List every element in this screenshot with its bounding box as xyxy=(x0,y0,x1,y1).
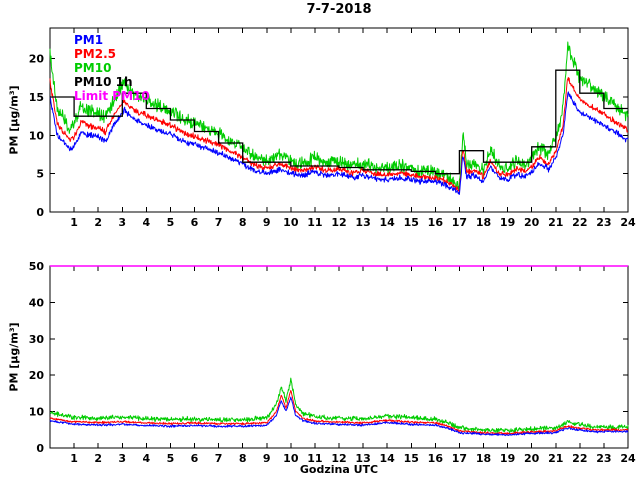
y-tick-label: 5 xyxy=(36,168,44,181)
x-tick-label: 10 xyxy=(283,452,299,465)
x-tick-label: 22 xyxy=(572,216,587,229)
x-tick-label: 8 xyxy=(239,216,247,229)
y-tick-label: 0 xyxy=(36,206,44,219)
y-tick-label: 50 xyxy=(29,260,45,273)
x-tick-label: 16 xyxy=(428,216,444,229)
legend-label-Limit-PM10: Limit PM10 xyxy=(74,89,150,103)
x-tick-label: 24 xyxy=(620,216,636,229)
x-tick-label: 14 xyxy=(380,216,396,229)
x-tick-label: 16 xyxy=(428,452,444,465)
legend-label-PM1: PM1 xyxy=(74,33,103,47)
x-tick-label: 21 xyxy=(548,452,563,465)
x-tick-label: 17 xyxy=(452,452,467,465)
x-tick-label: 3 xyxy=(118,452,126,465)
y-tick-label: 40 xyxy=(29,296,45,309)
series-PM10-1h xyxy=(50,69,628,175)
series-PM2.5 xyxy=(49,77,629,194)
y-tick-label: 20 xyxy=(29,53,45,66)
y-tick-label: 0 xyxy=(36,442,44,455)
y-tick-label: 30 xyxy=(29,333,45,346)
x-axis-label: Godzina UTC xyxy=(299,463,379,476)
x-tick-label: 20 xyxy=(524,452,540,465)
x-tick-label: 19 xyxy=(500,216,515,229)
x-tick-label: 5 xyxy=(167,452,175,465)
x-tick-label: 20 xyxy=(524,216,540,229)
y-tick-label: 15 xyxy=(29,91,44,104)
x-tick-label: 3 xyxy=(118,216,126,229)
x-tick-label: 14 xyxy=(380,452,396,465)
x-tick-label: 15 xyxy=(404,216,419,229)
x-tick-label: 18 xyxy=(476,452,491,465)
x-tick-label: 8 xyxy=(239,452,247,465)
x-tick-label: 12 xyxy=(331,216,346,229)
x-tick-label: 5 xyxy=(167,216,175,229)
x-tick-label: 10 xyxy=(283,216,299,229)
series-PM10 xyxy=(49,377,629,434)
x-tick-label: 15 xyxy=(404,452,419,465)
x-tick-label: 13 xyxy=(355,452,370,465)
x-tick-label: 9 xyxy=(263,216,271,229)
legend-label-PM10: PM10 xyxy=(74,61,111,75)
legend-label-PM10-1h: PM10 1h xyxy=(74,75,133,89)
x-tick-label: 4 xyxy=(143,216,151,229)
x-tick-label: 17 xyxy=(452,216,467,229)
x-tick-label: 6 xyxy=(191,216,199,229)
x-tick-label: 2 xyxy=(94,216,102,229)
x-tick-label: 1 xyxy=(70,452,78,465)
axes-box xyxy=(49,265,629,449)
x-tick-label: 7 xyxy=(215,452,223,465)
x-tick-label: 23 xyxy=(596,216,611,229)
x-tick-label: 23 xyxy=(596,452,611,465)
y-tick-label: 10 xyxy=(29,129,45,142)
legend-label-PM2.5: PM2.5 xyxy=(74,47,116,61)
x-tick-label: 1 xyxy=(70,216,78,229)
x-tick-label: 4 xyxy=(143,452,151,465)
x-tick-label: 21 xyxy=(548,216,563,229)
x-tick-label: 24 xyxy=(620,452,636,465)
series-PM1 xyxy=(49,396,629,437)
chart-title: 7-7-2018 xyxy=(306,2,372,17)
series-PM2.5 xyxy=(49,390,629,435)
x-tick-label: 19 xyxy=(500,452,515,465)
x-tick-label: 7 xyxy=(215,216,223,229)
x-tick-label: 12 xyxy=(331,452,346,465)
x-tick-label: 11 xyxy=(307,452,322,465)
series-PM1 xyxy=(49,91,629,195)
x-tick-label: 11 xyxy=(307,216,322,229)
x-tick-label: 18 xyxy=(476,216,491,229)
x-tick-label: 13 xyxy=(355,216,370,229)
x-tick-label: 2 xyxy=(94,452,102,465)
y-tick-label: 20 xyxy=(29,369,45,382)
x-tick-label: 22 xyxy=(572,452,587,465)
y-tick-label: 10 xyxy=(29,406,45,419)
x-tick-label: 9 xyxy=(263,452,271,465)
x-tick-label: 6 xyxy=(191,452,199,465)
